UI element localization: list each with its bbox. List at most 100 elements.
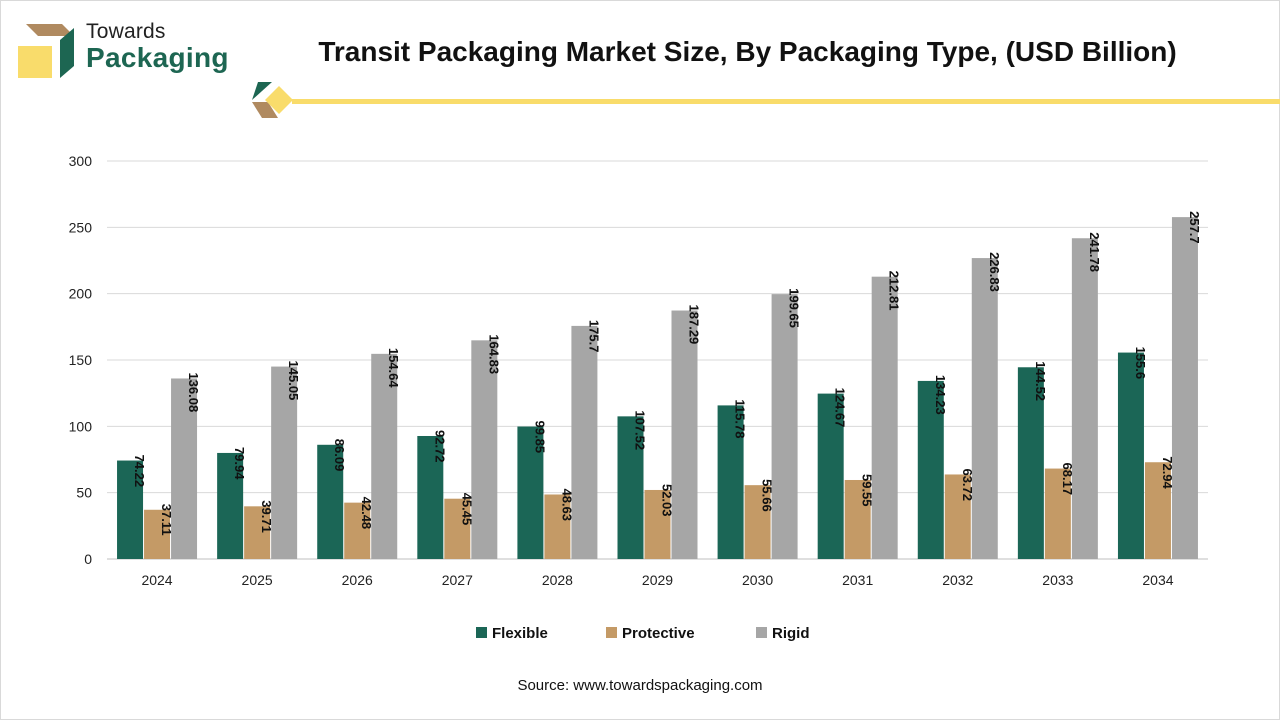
bar-protective-2025 xyxy=(244,506,271,559)
bar-rigid-2028 xyxy=(571,325,598,559)
bar-rigid-2024 xyxy=(171,378,198,559)
x-tick-label-2025: 2025 xyxy=(242,572,273,588)
bar-flexible-2030 xyxy=(717,405,744,559)
data-label-protective-2034: 72.94 xyxy=(1160,456,1175,489)
data-label-protective-2027: 45.45 xyxy=(459,493,474,526)
bar-rigid-2027 xyxy=(471,340,498,559)
bar-rigid-2029 xyxy=(671,310,698,559)
brand-name-line2: Packaging xyxy=(86,42,229,73)
data-label-flexible-2029: 107.52 xyxy=(633,410,648,450)
data-label-protective-2024: 37.11 xyxy=(159,504,174,536)
data-label-rigid-2025: 145.05 xyxy=(286,361,301,401)
x-tick-label-2029: 2029 xyxy=(642,572,673,588)
data-label-protective-2030: 55.66 xyxy=(760,479,775,512)
data-label-flexible-2028: 99.85 xyxy=(532,421,547,454)
data-label-rigid-2032: 226.83 xyxy=(987,252,1002,292)
chart-title: Transit Packaging Market Size, By Packag… xyxy=(318,36,1177,67)
bar-protective-2028 xyxy=(544,494,571,559)
x-tick-label-2030: 2030 xyxy=(742,572,773,588)
brand-logo: Towards Packaging xyxy=(16,20,246,82)
legend-swatch-flexible xyxy=(476,627,487,638)
y-tick-label: 300 xyxy=(69,153,93,169)
x-tick-label-2031: 2031 xyxy=(842,572,873,588)
y-tick-label: 250 xyxy=(69,219,93,235)
bars xyxy=(117,217,1198,560)
data-label-rigid-2031: 212.81 xyxy=(887,271,902,311)
data-label-protective-2033: 68.17 xyxy=(1060,463,1075,496)
x-tick-label-2028: 2028 xyxy=(542,572,573,588)
bar-rigid-2032 xyxy=(971,258,998,559)
data-label-protective-2025: 39.71 xyxy=(259,500,274,533)
data-labels: 74.22 37.11 136.08 79.94 39.71 145.05 86.09 42.… xyxy=(132,211,1202,535)
x-axis-tick-labels: 2024 2025 2026 2027 2028 2029 2030 2031 2032 2033… xyxy=(141,572,1173,588)
bar-protective-2026 xyxy=(344,502,371,559)
data-label-rigid-2029: 187.29 xyxy=(687,305,702,345)
bar-flexible-2027 xyxy=(417,435,444,559)
bar-flexible-2024 xyxy=(117,460,144,559)
bar-protective-2033 xyxy=(1044,468,1071,559)
bar-flexible-2025 xyxy=(217,452,244,559)
data-label-flexible-2031: 124.67 xyxy=(833,388,848,428)
bar-protective-2032 xyxy=(944,474,971,559)
legend-label-rigid: Rigid xyxy=(772,625,810,642)
legend-label-protective: Protective xyxy=(622,625,695,642)
x-tick-label-2033: 2033 xyxy=(1042,572,1073,588)
source-note: Source: www.towardspackaging.com xyxy=(517,677,763,694)
legend-swatch-rigid xyxy=(756,627,767,638)
y-tick-label: 0 xyxy=(84,551,92,567)
bar-flexible-2032 xyxy=(917,380,944,559)
data-label-rigid-2030: 199.65 xyxy=(787,288,802,328)
bar-flexible-2026 xyxy=(317,444,344,559)
bar-protective-2034 xyxy=(1144,462,1171,559)
data-label-rigid-2034: 257.7 xyxy=(1187,211,1202,244)
legend: Flexible Protective Rigid xyxy=(476,625,810,642)
y-axis-tick-labels: 0 50 100 150 200 250 300 xyxy=(69,153,93,567)
x-tick-label-2026: 2026 xyxy=(342,572,373,588)
y-tick-label: 200 xyxy=(69,286,93,302)
bar-rigid-2026 xyxy=(371,353,398,559)
legend-label-flexible: Flexible xyxy=(492,625,548,642)
bar-flexible-2034 xyxy=(1117,352,1144,559)
data-label-protective-2031: 59.55 xyxy=(860,474,875,507)
x-tick-label-2024: 2024 xyxy=(141,572,172,588)
data-label-protective-2032: 63.72 xyxy=(960,468,975,501)
data-label-rigid-2027: 164.83 xyxy=(486,334,501,374)
box-logo-icon xyxy=(18,24,74,78)
data-label-flexible-2026: 86.09 xyxy=(332,439,347,472)
data-label-flexible-2025: 79.94 xyxy=(232,447,247,480)
bar-flexible-2031 xyxy=(817,393,844,559)
brand-name-line1: Towards xyxy=(86,20,166,43)
data-label-rigid-2026: 154.64 xyxy=(386,348,401,389)
bar-rigid-2031 xyxy=(871,276,898,559)
data-label-flexible-2024: 74.22 xyxy=(132,455,147,488)
bar-rigid-2025 xyxy=(271,366,298,559)
data-label-rigid-2024: 136.08 xyxy=(186,372,201,412)
bar-rigid-2033 xyxy=(1071,238,1098,560)
y-tick-label: 50 xyxy=(76,485,92,501)
data-label-rigid-2028: 175.7 xyxy=(586,320,601,353)
y-tick-label: 100 xyxy=(69,418,93,434)
bar-flexible-2028 xyxy=(517,426,544,559)
bar-protective-2024 xyxy=(144,509,171,559)
legend-swatch-protective xyxy=(606,627,617,638)
data-label-flexible-2033: 144.52 xyxy=(1033,361,1048,401)
title-underline-decoration xyxy=(252,82,1280,118)
data-label-rigid-2033: 241.78 xyxy=(1087,232,1102,272)
bar-protective-2030 xyxy=(744,485,771,559)
bar-flexible-2029 xyxy=(617,416,644,559)
bar-flexible-2033 xyxy=(1017,367,1044,559)
data-label-flexible-2027: 92.72 xyxy=(432,430,447,463)
bar-rigid-2030 xyxy=(771,294,798,559)
data-label-protective-2026: 42.48 xyxy=(359,497,374,530)
bar-protective-2027 xyxy=(444,498,471,559)
data-label-flexible-2030: 115.78 xyxy=(733,399,748,438)
x-tick-label-2027: 2027 xyxy=(442,572,473,588)
data-label-flexible-2032: 134.23 xyxy=(933,375,948,415)
bar-rigid-2034 xyxy=(1171,217,1198,560)
bar-protective-2031 xyxy=(844,479,871,559)
bar-protective-2029 xyxy=(644,489,671,559)
data-label-protective-2028: 48.63 xyxy=(559,488,574,521)
y-tick-label: 150 xyxy=(69,352,93,368)
data-label-flexible-2034: 155.6 xyxy=(1133,347,1148,380)
